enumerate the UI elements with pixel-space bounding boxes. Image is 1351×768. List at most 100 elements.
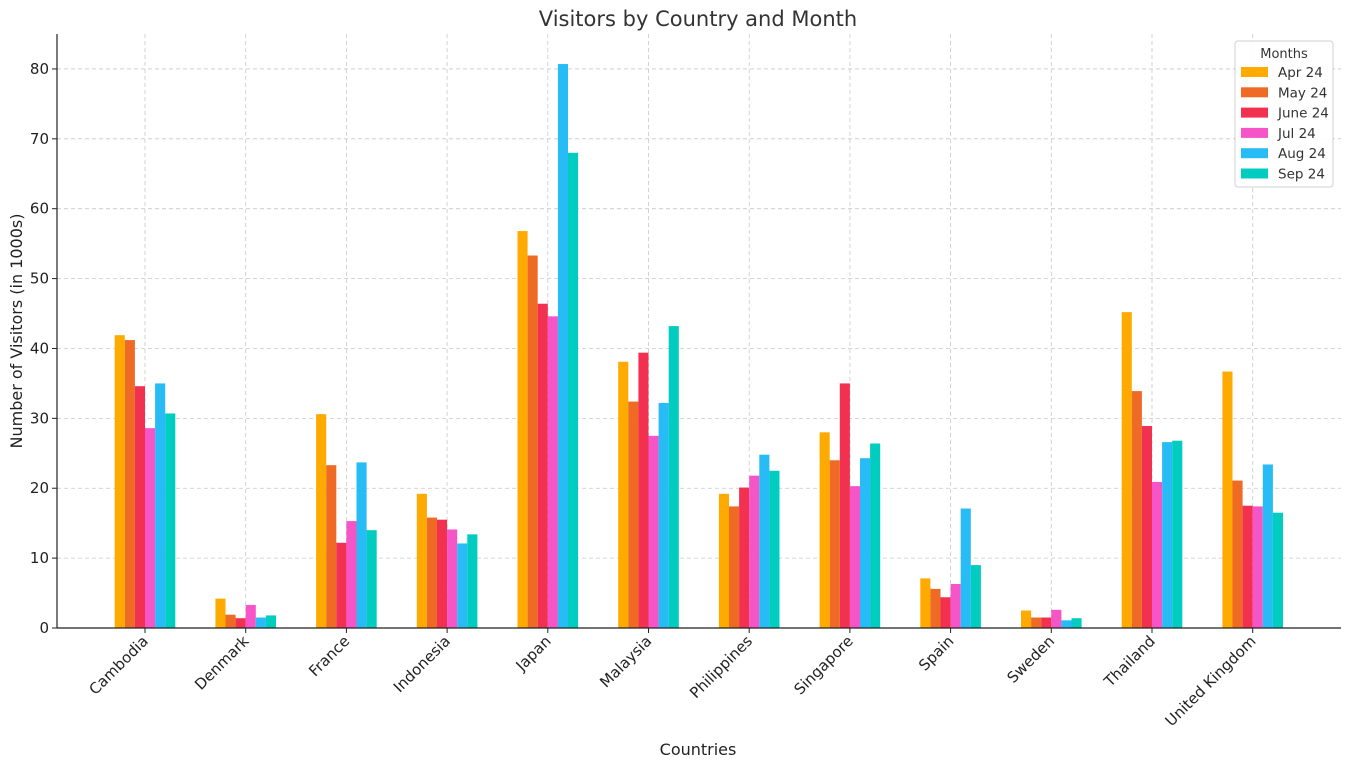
bar xyxy=(517,231,528,628)
x-tick-label: Spain xyxy=(915,632,957,674)
bar xyxy=(1262,464,1273,628)
x-tick-label: Thailand xyxy=(1100,632,1159,691)
y-tick-label: 50 xyxy=(30,270,49,288)
legend-title: Months xyxy=(1260,47,1308,62)
bar xyxy=(960,508,971,628)
x-tick-labels: Cambodia Denmark France Indonesia Japan Malay… xyxy=(85,632,1259,730)
bar xyxy=(1041,617,1052,628)
bars xyxy=(114,64,1283,629)
bar xyxy=(114,335,125,628)
bar xyxy=(1021,610,1032,628)
legend-label: Aug 24 xyxy=(1278,146,1326,162)
x-axis-label: Countries xyxy=(660,740,737,759)
x-tick-label: Denmark xyxy=(191,632,253,694)
bar xyxy=(457,543,468,628)
bar xyxy=(326,465,337,628)
bar xyxy=(255,617,266,628)
x-tick-label: France xyxy=(305,632,353,680)
bar xyxy=(416,493,427,628)
bar xyxy=(860,458,871,628)
legend-label: Sep 24 xyxy=(1278,167,1325,183)
bar xyxy=(1252,506,1263,628)
bar xyxy=(1031,617,1042,628)
bar xyxy=(970,565,981,628)
y-tick-label: 80 xyxy=(30,60,49,78)
legend-swatch xyxy=(1241,87,1268,98)
bar xyxy=(568,152,579,629)
x-tick-label: Japan xyxy=(512,632,555,675)
bar xyxy=(1152,481,1163,628)
bar xyxy=(648,435,659,628)
bar xyxy=(839,383,850,628)
bar xyxy=(165,413,176,628)
bar xyxy=(225,614,236,628)
y-tick-label: 20 xyxy=(30,479,49,497)
bar xyxy=(527,255,538,629)
bar xyxy=(950,583,961,628)
chart-title: Visitors by Country and Month xyxy=(539,7,857,31)
bar xyxy=(628,401,639,628)
x-tick-label: Malaysia xyxy=(596,632,655,691)
legend-swatch xyxy=(1241,148,1268,159)
bar xyxy=(336,542,347,628)
bar xyxy=(638,352,649,628)
bar xyxy=(1272,512,1283,628)
x-tick-label: Singapore xyxy=(790,632,856,698)
bar xyxy=(447,529,458,628)
bar xyxy=(849,486,860,628)
bar xyxy=(124,340,135,628)
bar xyxy=(557,64,568,628)
y-tick-label: 70 xyxy=(30,130,49,148)
bar xyxy=(1141,426,1152,628)
bar xyxy=(1172,440,1183,628)
legend: Months Apr 24 May 24 June 24 Jul 24 Aug 24 Se… xyxy=(1234,40,1334,188)
legend-label: Jul 24 xyxy=(1277,126,1316,142)
bar xyxy=(1242,505,1253,628)
bar xyxy=(658,402,669,628)
bar xyxy=(155,383,166,628)
bar xyxy=(718,493,729,628)
bar xyxy=(749,475,760,628)
x-tick-label: Philippines xyxy=(686,632,756,702)
y-tick-label: 10 xyxy=(30,549,49,567)
legend-swatch xyxy=(1241,127,1268,138)
bar xyxy=(618,361,629,628)
bar xyxy=(829,460,840,628)
legend-label: May 24 xyxy=(1278,85,1327,101)
legend-label: June 24 xyxy=(1277,106,1329,122)
bar xyxy=(426,517,437,628)
legend-swatch xyxy=(1241,107,1268,118)
x-tick-label: Cambodia xyxy=(85,632,151,698)
legend-swatch xyxy=(1241,168,1268,179)
bar xyxy=(819,432,830,628)
bar xyxy=(1131,391,1142,628)
y-axis-label: Number of Visitors (in 1000s) xyxy=(7,214,26,449)
bar xyxy=(668,326,679,628)
bar xyxy=(1061,620,1072,628)
y-tick-label: 60 xyxy=(30,200,49,218)
bar xyxy=(437,519,448,628)
bar xyxy=(215,598,226,628)
bar xyxy=(366,530,377,628)
bar xyxy=(870,443,881,628)
x-tick-label: Sweden xyxy=(1003,632,1058,687)
bar xyxy=(920,578,931,628)
bar xyxy=(1232,480,1243,628)
axes xyxy=(52,34,1341,633)
gridlines xyxy=(57,34,1341,629)
legend-label: Apr 24 xyxy=(1278,65,1323,81)
y-tick-label: 0 xyxy=(39,619,49,637)
y-tick-label: 30 xyxy=(30,409,49,427)
bar xyxy=(134,386,145,628)
x-tick-label: Indonesia xyxy=(390,632,454,696)
bar xyxy=(759,454,770,628)
bar xyxy=(940,597,951,628)
bar xyxy=(1222,371,1233,628)
bar xyxy=(537,303,548,628)
bar xyxy=(145,428,156,628)
bar xyxy=(245,604,256,628)
bar xyxy=(547,316,558,628)
bar xyxy=(1071,618,1082,628)
bar xyxy=(235,618,246,628)
y-tick-label: 40 xyxy=(30,339,49,357)
